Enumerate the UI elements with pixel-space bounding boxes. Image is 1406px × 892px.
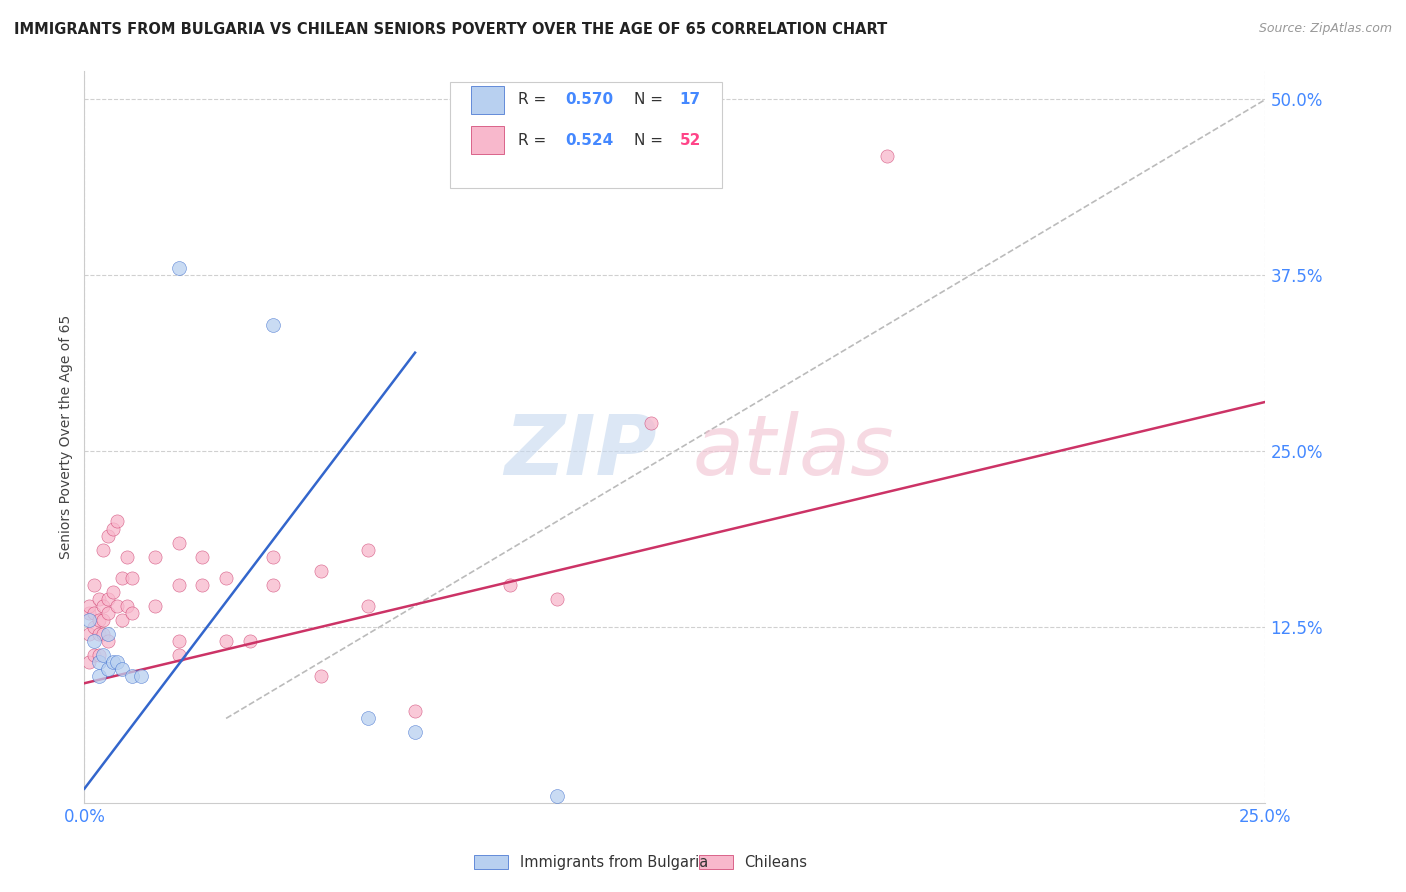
Text: 52: 52 xyxy=(679,133,702,147)
Point xyxy=(143,599,166,613)
FancyBboxPatch shape xyxy=(699,855,733,869)
Point xyxy=(107,515,129,529)
Point xyxy=(309,669,332,683)
Point xyxy=(101,655,124,669)
Text: Source: ZipAtlas.com: Source: ZipAtlas.com xyxy=(1258,22,1392,36)
Point xyxy=(167,261,190,276)
Point xyxy=(876,149,898,163)
Text: N =: N = xyxy=(634,133,668,147)
Point xyxy=(121,606,143,620)
Point xyxy=(111,571,134,585)
Text: IMMIGRANTS FROM BULGARIA VS CHILEAN SENIORS POVERTY OVER THE AGE OF 65 CORRELATI: IMMIGRANTS FROM BULGARIA VS CHILEAN SENI… xyxy=(14,22,887,37)
Point xyxy=(191,578,214,592)
Point xyxy=(111,662,134,676)
Point xyxy=(404,705,426,719)
Point xyxy=(101,584,124,599)
Text: Immigrants from Bulgaria: Immigrants from Bulgaria xyxy=(520,855,709,870)
Point xyxy=(115,599,138,613)
FancyBboxPatch shape xyxy=(474,855,508,869)
Point xyxy=(107,599,129,613)
Text: 0.524: 0.524 xyxy=(565,133,613,147)
Y-axis label: Seniors Poverty Over the Age of 65: Seniors Poverty Over the Age of 65 xyxy=(59,315,73,559)
Point xyxy=(546,591,568,606)
Point xyxy=(77,655,100,669)
Point xyxy=(83,578,105,592)
Point xyxy=(215,634,238,648)
Point xyxy=(91,627,114,641)
Text: N =: N = xyxy=(634,93,668,107)
Point xyxy=(87,591,110,606)
Point xyxy=(97,627,120,641)
Point xyxy=(262,578,284,592)
Point xyxy=(546,789,568,803)
Point xyxy=(107,655,129,669)
Point xyxy=(87,613,110,627)
Point xyxy=(239,634,262,648)
Text: 0.570: 0.570 xyxy=(565,93,613,107)
Point xyxy=(91,599,114,613)
Point xyxy=(357,711,380,725)
Text: ZIP: ZIP xyxy=(505,411,657,492)
Point xyxy=(77,599,100,613)
Point xyxy=(91,542,114,557)
Point xyxy=(357,599,380,613)
Text: R =: R = xyxy=(517,93,551,107)
Point xyxy=(97,591,120,606)
FancyBboxPatch shape xyxy=(450,82,723,188)
Point xyxy=(121,571,143,585)
Point xyxy=(83,634,105,648)
Point xyxy=(91,648,114,662)
Point xyxy=(498,578,520,592)
Point xyxy=(97,662,120,676)
FancyBboxPatch shape xyxy=(471,126,503,154)
FancyBboxPatch shape xyxy=(471,86,503,114)
Text: 17: 17 xyxy=(679,93,700,107)
Point xyxy=(77,606,100,620)
Point xyxy=(97,634,120,648)
Point xyxy=(83,620,105,634)
Text: R =: R = xyxy=(517,133,551,147)
Text: Chileans: Chileans xyxy=(744,855,807,870)
Point xyxy=(77,627,100,641)
Point xyxy=(101,521,124,535)
Point xyxy=(83,606,105,620)
Point xyxy=(143,549,166,564)
Point xyxy=(262,549,284,564)
Text: atlas: atlas xyxy=(692,411,894,492)
Point xyxy=(97,528,120,542)
Point xyxy=(87,669,110,683)
Point xyxy=(167,578,190,592)
Point xyxy=(357,542,380,557)
Point xyxy=(262,318,284,332)
Point xyxy=(121,669,143,683)
Point xyxy=(87,655,110,669)
Point xyxy=(87,627,110,641)
Point xyxy=(83,648,105,662)
Point xyxy=(309,564,332,578)
Point xyxy=(167,634,190,648)
Point xyxy=(87,648,110,662)
Point xyxy=(640,416,662,430)
Point xyxy=(111,613,134,627)
Point xyxy=(97,606,120,620)
Point xyxy=(115,549,138,564)
Point xyxy=(191,549,214,564)
Point xyxy=(91,613,114,627)
Point xyxy=(404,725,426,739)
Point xyxy=(77,613,100,627)
Point xyxy=(167,535,190,549)
Point xyxy=(167,648,190,662)
Point xyxy=(215,571,238,585)
Point xyxy=(129,669,152,683)
